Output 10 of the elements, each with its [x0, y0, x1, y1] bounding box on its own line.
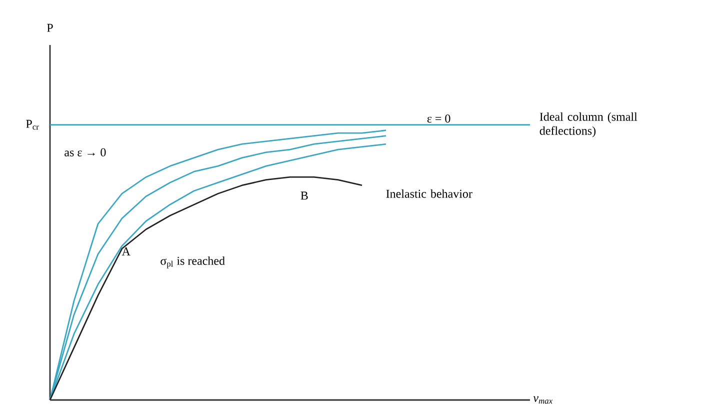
x-axis-title: v$_{max}$ — [533, 396, 552, 404]
series-label: Ideal column (small deflections) — [540, 112, 638, 138]
annotation: σ$_{pl}$ is reached — [160, 256, 225, 268]
annotation: as ε → 0 — [64, 148, 106, 156]
text: P$_{cr}$ — [26, 120, 39, 130]
text: ε = 0 — [427, 114, 450, 123]
text: Inelastic behavior — [386, 189, 472, 198]
annotation: B — [300, 192, 308, 200]
text: P — [47, 24, 53, 32]
annotation: A — [122, 247, 130, 256]
